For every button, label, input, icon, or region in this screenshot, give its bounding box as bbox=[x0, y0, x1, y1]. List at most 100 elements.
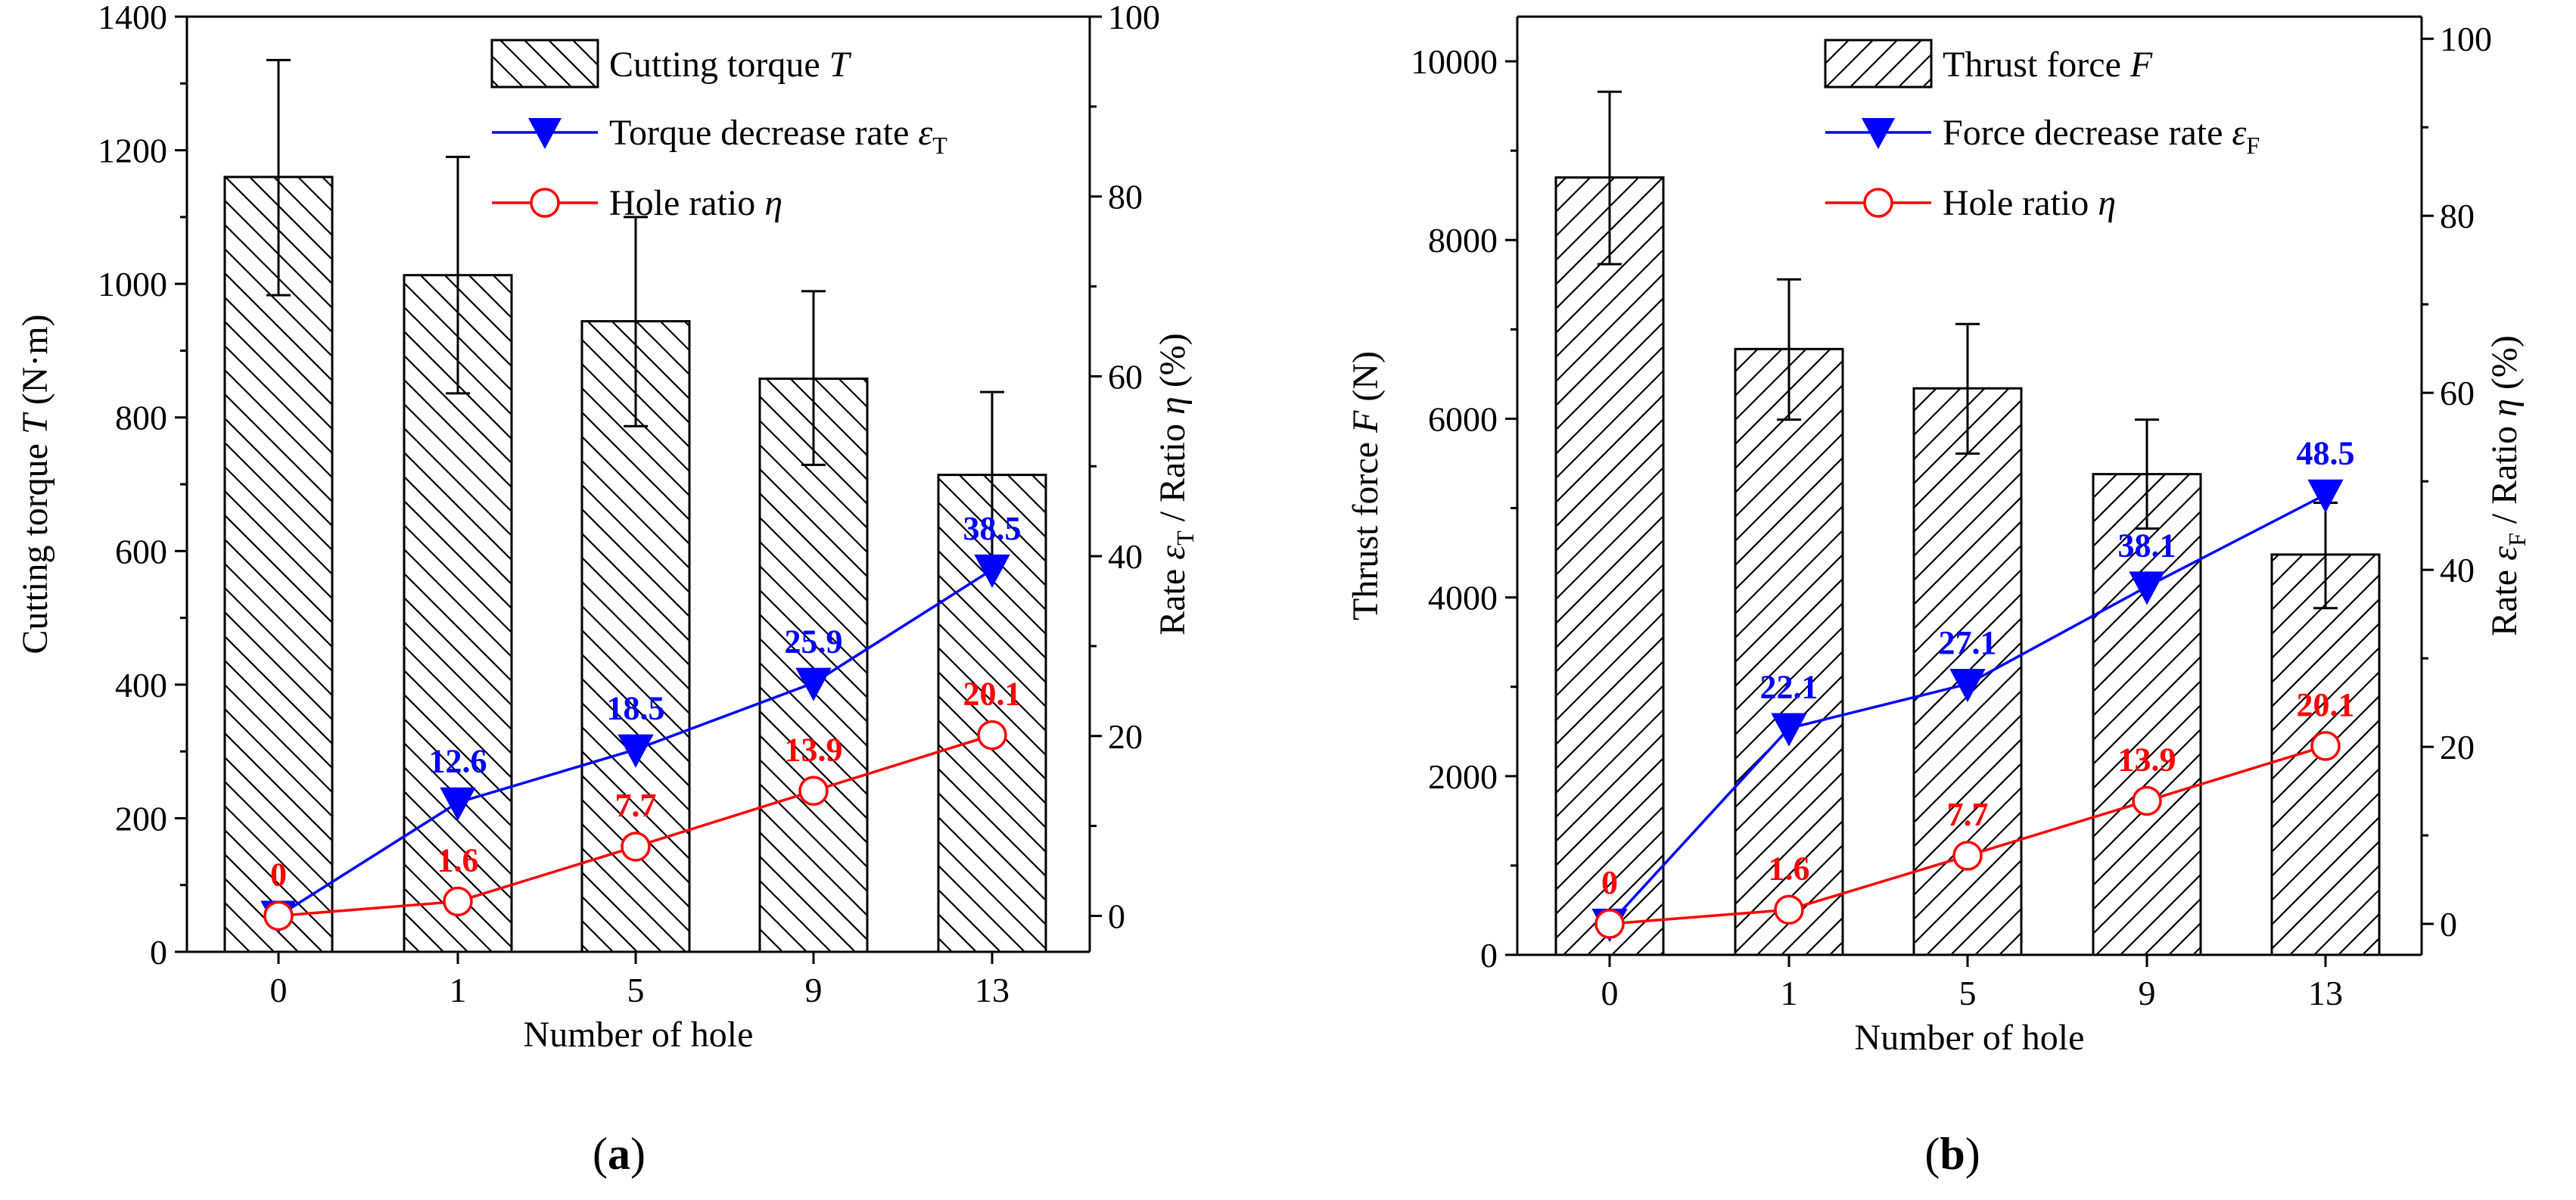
legend-bar-swatch bbox=[490, 39, 599, 89]
x-tick-label: 0 bbox=[1601, 974, 1619, 1012]
y-tick-label: 1400 bbox=[98, 0, 167, 36]
rate-point bbox=[1771, 713, 1807, 747]
hole-data-label: 7.7 bbox=[1947, 796, 1989, 833]
rate-data-label: 38.1 bbox=[2118, 527, 2176, 564]
legend-rate-marker bbox=[528, 118, 562, 149]
hole-point bbox=[443, 886, 473, 917]
y2-axis-title: Rate εF / Ratio η (%) bbox=[2484, 335, 2531, 636]
bar bbox=[2092, 473, 2202, 956]
error-bar bbox=[446, 155, 470, 395]
x-tick-label: 9 bbox=[2139, 974, 2156, 1012]
hole-point bbox=[263, 900, 294, 931]
y2-tick-label: 60 bbox=[1108, 357, 1143, 396]
legend-hole-marker bbox=[530, 188, 560, 218]
hole-point bbox=[798, 776, 829, 807]
y-axis-title: Cutting torque T (N·m) bbox=[15, 314, 55, 654]
hole-data-label: 0 bbox=[1601, 864, 1618, 901]
legend-bar-label: Cutting torque T bbox=[609, 45, 852, 85]
rate-point bbox=[2307, 479, 2344, 513]
x-tick-label: 0 bbox=[270, 971, 288, 1009]
hole-data-label: 0 bbox=[270, 856, 287, 893]
error-bar bbox=[624, 216, 648, 427]
panel-label: (b) bbox=[1924, 1129, 1980, 1179]
legend-hole-label: Hole ratio η bbox=[1943, 183, 2116, 223]
y2-tick-label: 40 bbox=[1108, 537, 1143, 576]
y2-tick-label: 60 bbox=[2440, 374, 2475, 412]
hole-point bbox=[2310, 731, 2341, 761]
x-tick-label: 9 bbox=[805, 971, 823, 1009]
y2-tick-label: 100 bbox=[2440, 20, 2492, 58]
y-tick-label: 1200 bbox=[98, 132, 167, 170]
y-tick-label: 400 bbox=[115, 666, 167, 704]
hole-point bbox=[1952, 841, 1983, 871]
rate-point bbox=[440, 787, 476, 821]
y2-tick-label: 80 bbox=[1108, 178, 1143, 216]
x-tick-label: 1 bbox=[450, 971, 467, 1009]
y-tick-label: 10000 bbox=[1411, 42, 1498, 81]
hole-point bbox=[1774, 894, 1804, 925]
x-axis-title: Number of hole bbox=[524, 1015, 754, 1055]
error-bar bbox=[1955, 322, 1980, 455]
legend-hole-marker bbox=[1863, 188, 1893, 218]
rate-data-label: 18.5 bbox=[607, 690, 665, 727]
legend: Cutting torque T Torque decrease rate εT H… bbox=[490, 39, 947, 223]
legend-bar-swatch bbox=[1824, 39, 1933, 89]
bar bbox=[223, 176, 334, 953]
x-tick-label: 1 bbox=[1781, 974, 1798, 1012]
y-tick-label: 4000 bbox=[1428, 579, 1498, 617]
rate-data-label: 38.5 bbox=[963, 510, 1022, 547]
x-tick-label: 13 bbox=[975, 971, 1010, 1009]
error-bar bbox=[266, 58, 291, 297]
rate-point bbox=[1949, 669, 1986, 703]
hole-point bbox=[2132, 785, 2162, 816]
panel-a: 12.618.525.938.50 1.67.713.920.1020040060… bbox=[15, 0, 1199, 1179]
error-bar bbox=[1777, 278, 1801, 421]
bar bbox=[1734, 347, 1844, 956]
rate-point bbox=[618, 734, 654, 768]
y-tick-label: 200 bbox=[115, 799, 167, 838]
legend-rate-label: Torque decrease rate εT bbox=[609, 113, 947, 159]
rate-point bbox=[974, 554, 1010, 589]
y2-tick-label: 40 bbox=[2440, 551, 2475, 589]
rate-data-label: 27.1 bbox=[1939, 624, 1997, 661]
hole-data-label: 20.1 bbox=[2297, 686, 2355, 723]
panel-b: 22.127.138.148.50 1.67.713.920.1020004000… bbox=[1346, 15, 2531, 1179]
y-tick-label: 800 bbox=[115, 399, 167, 437]
x-axis-title: Number of hole bbox=[1855, 1018, 2085, 1058]
error-bar bbox=[1598, 90, 1622, 266]
error-bar bbox=[2135, 418, 2159, 530]
legend-rate-label: Force decrease rate εF bbox=[1943, 113, 2260, 159]
y2-tick-label: 20 bbox=[1108, 717, 1143, 756]
y-tick-label: 2000 bbox=[1428, 757, 1498, 796]
y2-axis-title: Rate εT / Ratio η (%) bbox=[1153, 333, 1199, 636]
hole-data-label: 13.9 bbox=[785, 731, 843, 768]
hole-data-label: 13.9 bbox=[2118, 741, 2176, 778]
x-tick-label: 5 bbox=[1959, 974, 1977, 1012]
y-tick-label: 0 bbox=[1480, 936, 1498, 975]
x-tick-label: 13 bbox=[2308, 974, 2343, 1012]
y2-tick-label: 100 bbox=[1108, 0, 1160, 36]
rate-data-label: 22.1 bbox=[1760, 669, 1818, 706]
y-tick-label: 0 bbox=[150, 933, 167, 972]
hole-data-label: 1.6 bbox=[1769, 850, 1810, 887]
error-bar bbox=[801, 290, 826, 466]
rate-point bbox=[795, 667, 832, 701]
y2-tick-label: 0 bbox=[2440, 905, 2457, 944]
y-tick-label: 6000 bbox=[1428, 399, 1498, 438]
hole-data-label: 1.6 bbox=[437, 841, 479, 878]
legend-bar-label: Thrust force F bbox=[1943, 45, 2153, 85]
rate-point bbox=[2129, 571, 2165, 605]
legend-hole-label: Hole ratio η bbox=[609, 183, 782, 223]
x-tick-label: 5 bbox=[627, 971, 645, 1009]
hole-data-label: 20.1 bbox=[963, 676, 1022, 713]
rate-data-label: 48.5 bbox=[2297, 435, 2355, 472]
y2-tick-label: 20 bbox=[2440, 728, 2475, 766]
panel-label: (a) bbox=[593, 1129, 646, 1179]
legend-rate-marker bbox=[1862, 118, 1895, 149]
hole-point bbox=[1594, 909, 1625, 939]
y-axis-title: Thrust force F (N) bbox=[1346, 351, 1386, 620]
y2-tick-label: 0 bbox=[1108, 897, 1125, 935]
y-tick-label: 1000 bbox=[98, 265, 167, 303]
rate-data-label: 12.6 bbox=[429, 743, 487, 780]
